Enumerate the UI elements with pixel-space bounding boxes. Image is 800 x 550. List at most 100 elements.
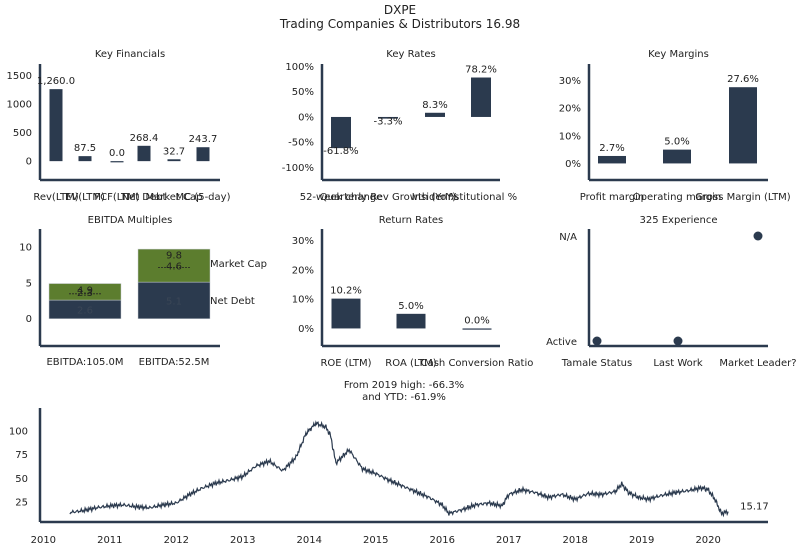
key_rates-bar xyxy=(378,116,398,119)
key_financials-value-label: 0.0 xyxy=(109,148,125,159)
key_margins-value-label: 2.7% xyxy=(599,143,624,154)
key_financials-title: Key Financials xyxy=(95,49,165,60)
ebitda_multiples-market-cap-bar xyxy=(137,248,211,283)
return_rates-ytick: 0% xyxy=(298,324,314,335)
ebitda_multiples-net-debt-label: 5.1 xyxy=(166,296,182,307)
key_rates-xtick: Quarterly Rev Growth (YoY) xyxy=(320,192,457,203)
ebitda_multiples-ytick: 10 xyxy=(19,242,32,253)
ebitda_multiples-xtick: EBITDA:105.0M xyxy=(46,357,123,368)
key_financials-ytick: 1000 xyxy=(7,100,32,111)
key_financials-ytick: 1500 xyxy=(7,71,32,82)
key_rates-xtick: 52-week change xyxy=(300,192,383,203)
return_rates-value-label: 0.0% xyxy=(464,315,489,326)
ebitda_multiples-title: EBITDA Multiples xyxy=(88,215,173,226)
ebitda_multiples-legend-net-debt: Net Debt xyxy=(210,296,255,307)
key_rates-ytick: 0% xyxy=(298,112,314,123)
key_rates-ytick: 100% xyxy=(285,62,314,73)
ebitda_multiples-market-cap-label: 4.6 xyxy=(166,262,182,273)
key_financials-xtick: Market Cap xyxy=(145,192,202,203)
key_financials-xtick: FCF(LTM) xyxy=(94,192,139,203)
price-xtick: 2018 xyxy=(562,535,587,546)
price-xtick: 2013 xyxy=(230,535,255,546)
return_rates-value-label: 10.2% xyxy=(330,286,362,297)
key_financials-ytick: 0 xyxy=(26,157,32,168)
ebitda_multiples-legend-market-cap: Market Cap xyxy=(210,259,267,270)
key_margins-xtick: Gross Margin (LTM) xyxy=(695,192,791,203)
price-xtick: 2012 xyxy=(164,535,189,546)
experience-xtick: Market Leader? xyxy=(719,358,796,369)
return_rates-ytick: 20% xyxy=(292,265,314,276)
ebitda_multiples-ytick: 5 xyxy=(26,278,32,289)
chart-ticker: DXPE xyxy=(383,3,417,17)
return_rates-xtick: ROA (LTM) xyxy=(385,358,436,369)
key_financials-bar xyxy=(196,147,210,162)
key_margins-ytick: 10% xyxy=(559,131,581,142)
experience-xtick: Tamale Status xyxy=(561,358,632,369)
price-xtick: 2016 xyxy=(430,535,455,546)
key_financials-bar xyxy=(78,156,92,162)
key_rates-bar xyxy=(425,112,445,117)
key_rates-value-label: 8.3% xyxy=(422,100,447,111)
key_margins-title: Key Margins xyxy=(648,49,709,60)
return_rates-value-label: 5.0% xyxy=(398,301,423,312)
return_rates-bar xyxy=(331,298,361,329)
price-ytick: 100 xyxy=(9,426,28,437)
key_rates-value-label: 78.2% xyxy=(465,65,497,76)
key_financials-bar xyxy=(49,89,63,162)
key_financials-value-label: 32.7 xyxy=(163,146,185,157)
return_rates-bar xyxy=(396,313,426,329)
return_rates-xtick: ROE (LTM) xyxy=(320,358,371,369)
price-last-label: 15.17 xyxy=(740,502,769,513)
key_financials-value-label: 1,260.0 xyxy=(37,76,75,87)
key_financials-xtick: Net Debt xyxy=(122,192,167,203)
experience-ytick: N/A xyxy=(559,232,577,243)
key_rates-xtick: Insider % xyxy=(412,192,459,203)
price-xtick: 2019 xyxy=(629,535,654,546)
experience-ytick: Active xyxy=(546,337,577,348)
price-xtick: 2014 xyxy=(297,535,322,546)
key_rates-value-label: -61.8% xyxy=(323,146,358,157)
price-ytick: 75 xyxy=(15,450,28,461)
key_margins-value-label: 5.0% xyxy=(664,137,689,148)
key_margins-ytick: 20% xyxy=(559,104,581,115)
price-ytick: 25 xyxy=(15,498,28,509)
key_margins-bar xyxy=(729,87,757,164)
key_rates-bar xyxy=(471,77,491,117)
key_margins-value-label: 27.6% xyxy=(727,74,759,85)
key_financials-ytick: 500 xyxy=(13,128,32,139)
key_rates-ytick: -100% xyxy=(282,163,314,174)
chart-subtitle: Trading Companies & Distributors 16.98 xyxy=(279,17,521,31)
ebitda_multiples-net-debt-label: 2.6 xyxy=(77,305,93,316)
return_rates-bar xyxy=(462,328,492,330)
experience-point xyxy=(753,231,763,241)
title-block: DXPE Trading Companies & Distributors 16… xyxy=(0,0,800,31)
price-chart-title: From 2019 high: -66.3% xyxy=(344,380,464,391)
return_rates-ytick: 10% xyxy=(292,295,314,306)
key_rates-xtick: Institutional % xyxy=(445,192,517,203)
price-xtick: 2015 xyxy=(363,535,388,546)
return_rates-title: Return Rates xyxy=(379,215,444,226)
key_financials-bar xyxy=(137,145,151,162)
key_margins-ytick: 0% xyxy=(565,159,581,170)
key_rates-title: Key Rates xyxy=(386,49,435,60)
price-line xyxy=(69,420,729,518)
key_rates-bar xyxy=(331,116,351,149)
key_margins-xtick: Operating margin xyxy=(633,192,721,203)
key_financials-xtick: Rev(LTM) xyxy=(33,192,78,203)
experience-title: 325 Experience xyxy=(639,215,717,226)
key_financials-value-label: 268.4 xyxy=(130,133,159,144)
key_rates-ytick: -50% xyxy=(288,138,314,149)
key_margins-xtick: Profit margin xyxy=(580,192,645,203)
ebitda_multiples-total-label: 9.8 xyxy=(166,250,182,261)
key_financials-bar xyxy=(167,159,181,162)
key_margins-bar xyxy=(663,149,691,164)
experience-xtick: Last Work xyxy=(653,358,703,369)
key_financials-xtick: MC (5-day) xyxy=(176,192,231,203)
return_rates-ytick: 30% xyxy=(292,236,314,247)
key_financials-value-label: 243.7 xyxy=(189,134,218,145)
price-ytick: 50 xyxy=(15,474,28,485)
experience-point xyxy=(592,336,602,346)
ebitda_multiples-market-cap-bar xyxy=(48,283,122,301)
price-xtick: 2020 xyxy=(695,535,720,546)
